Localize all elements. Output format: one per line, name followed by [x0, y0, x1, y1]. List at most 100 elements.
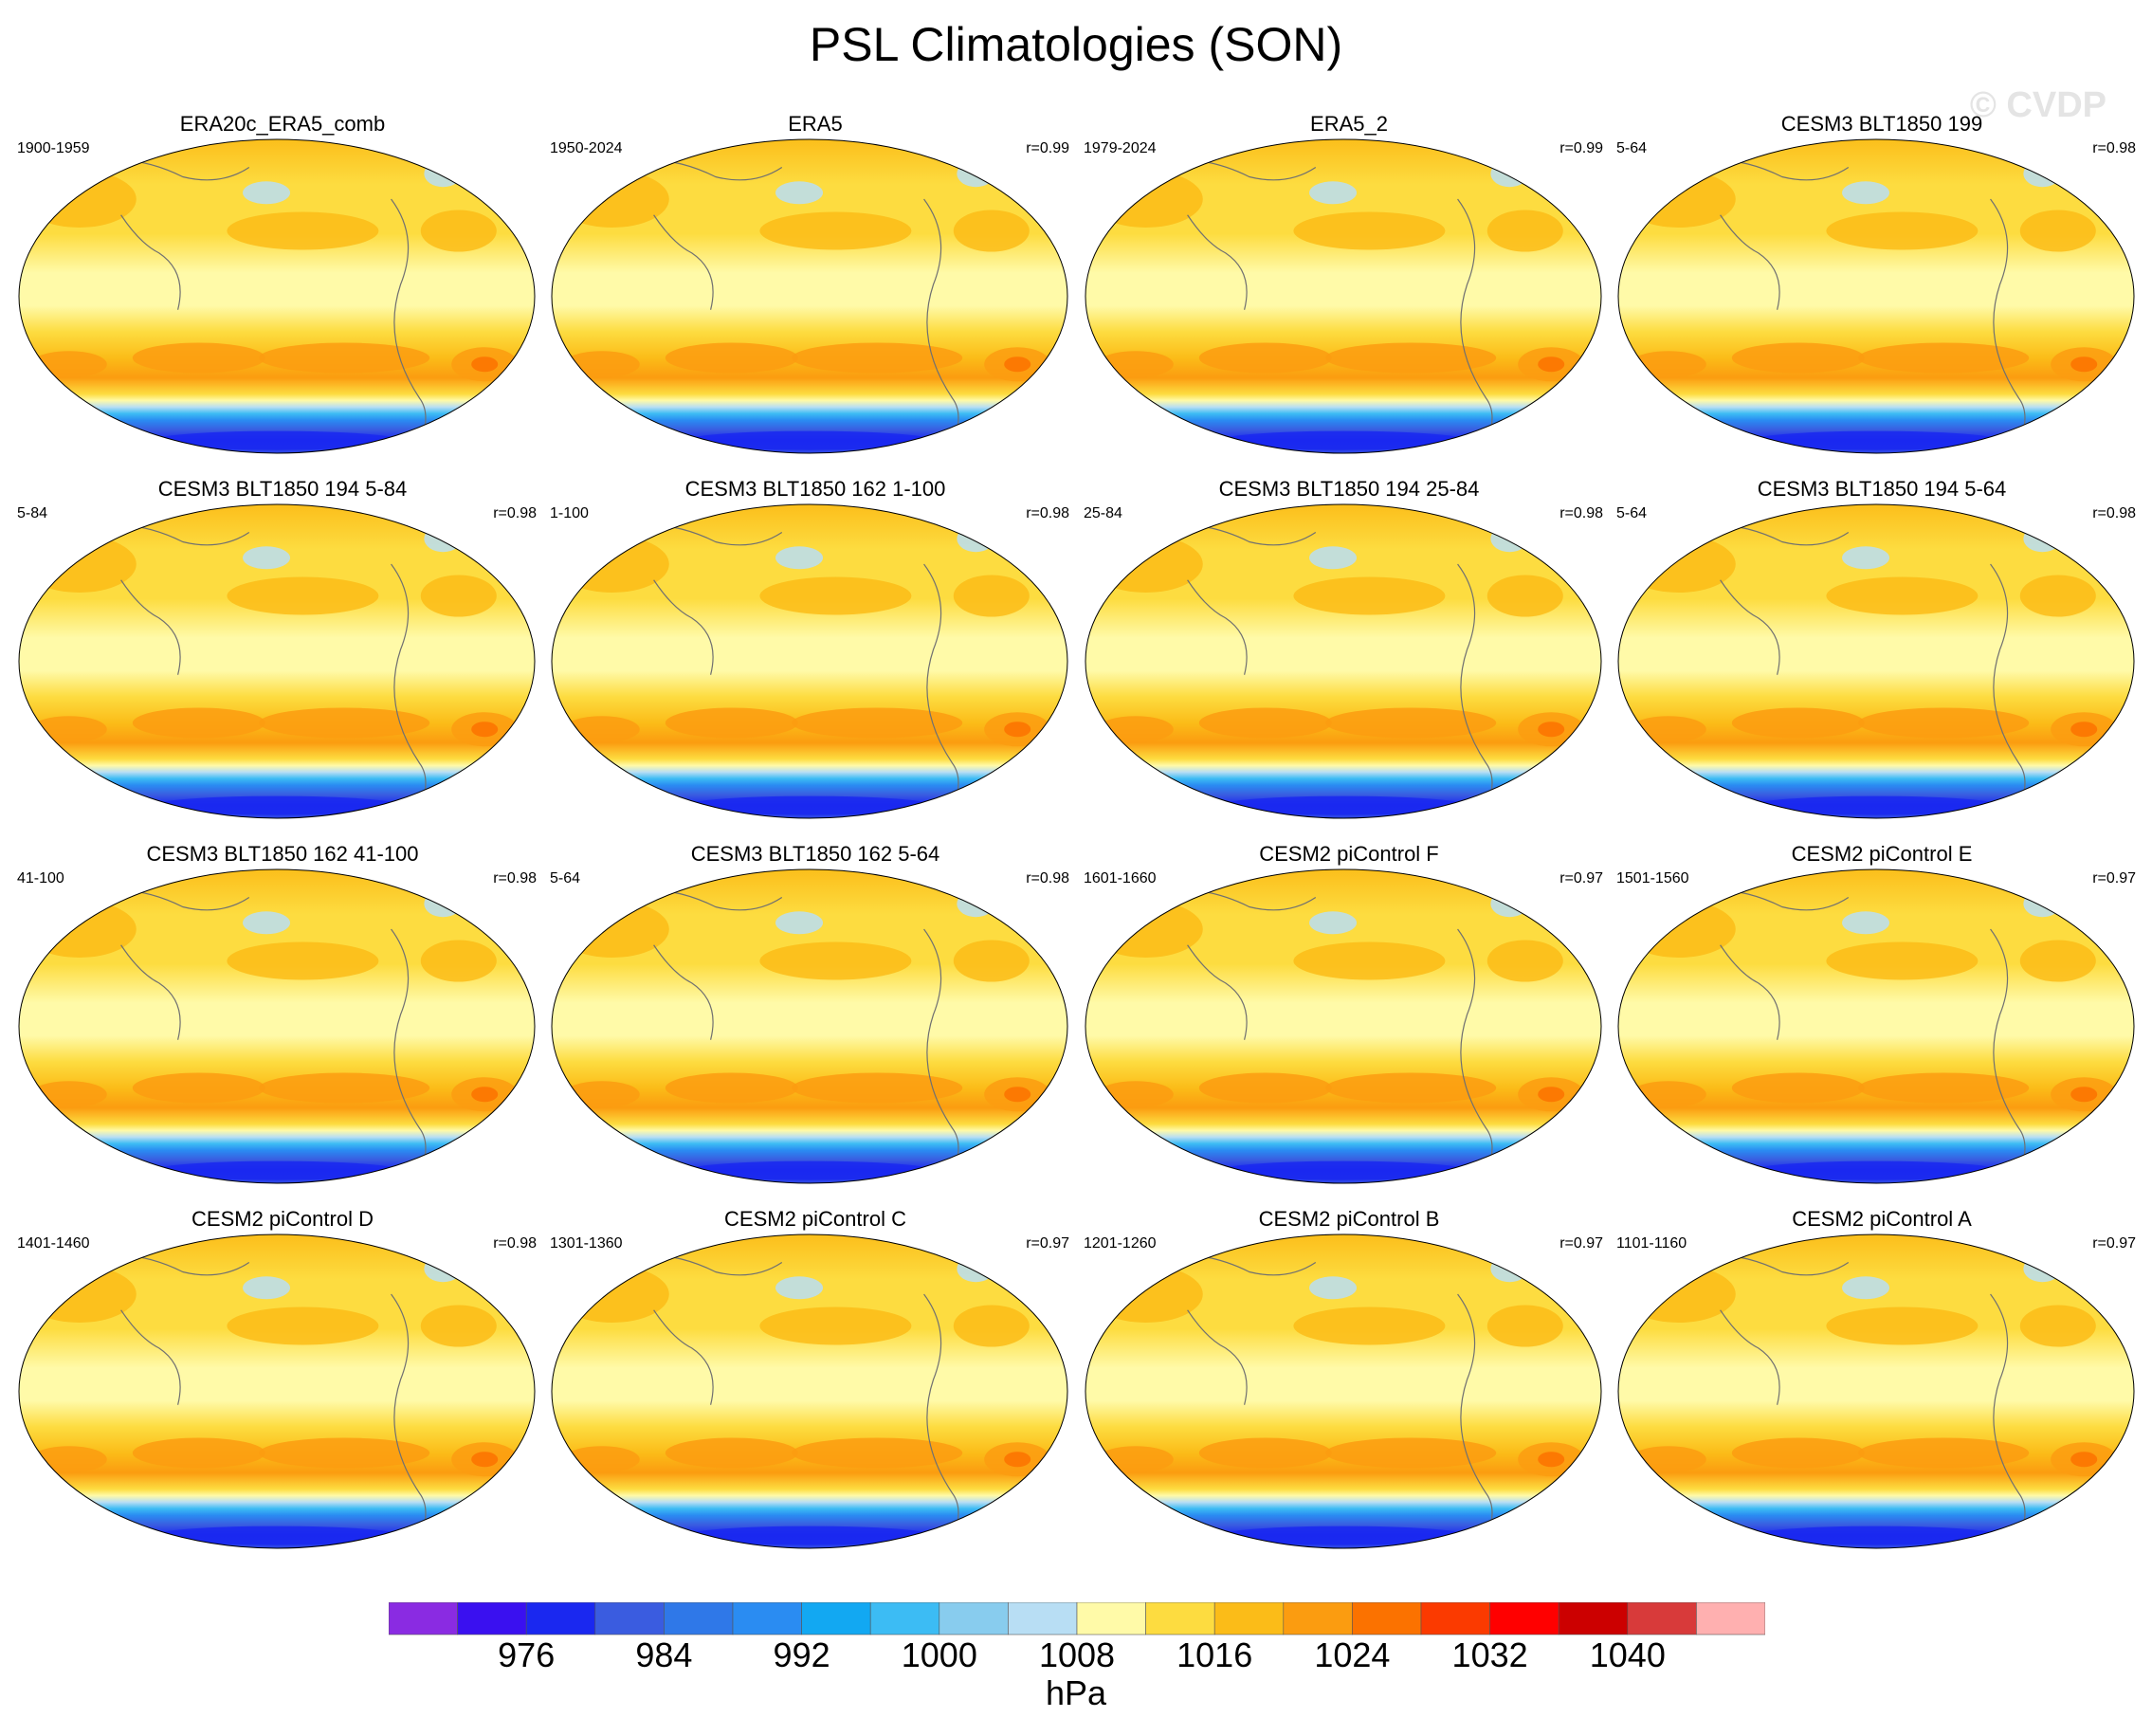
panel-years: 1601-1660 — [1084, 870, 1157, 886]
colorbar-swatch — [389, 1602, 458, 1635]
panel-title: CESM3 BLT1850 162 5-64 — [690, 842, 940, 866]
colorbar-tick-label: 1016 — [1176, 1635, 1252, 1669]
colorbar-swatch — [1008, 1602, 1078, 1635]
panel-correlation: r=0.98 — [493, 1235, 537, 1252]
colorbar-swatch — [1489, 1602, 1559, 1635]
panel-title: CESM3 BLT1850 162 41-100 — [146, 842, 419, 866]
panel-title: CESM2 piControl B — [1258, 1207, 1440, 1231]
map-plot — [1085, 868, 1602, 1184]
panel-title: ERA20c_ERA5_comb — [179, 112, 386, 136]
map-plot — [1085, 138, 1602, 454]
colorbar-unit: hPa — [1045, 1673, 1107, 1712]
map-plot — [18, 503, 536, 819]
panel-years: 1979-2024 — [1084, 140, 1157, 156]
panel-years: 1-100 — [550, 505, 589, 521]
panel-correlation: r=0.99 — [1559, 140, 1603, 156]
panel-correlation: r=0.98 — [1559, 505, 1603, 521]
colorbar-swatch — [939, 1602, 1009, 1635]
panel-correlation: r=0.98 — [2092, 140, 2136, 156]
colorbar-tick-label: 1024 — [1314, 1635, 1390, 1669]
panel-title: CESM3 BLT1850 194 5-64 — [1757, 477, 2007, 501]
map-panel: CESM2 piControl C 1301-1360 r=0.97 — [550, 1095, 1081, 1549]
map-panel: CESM3 BLT1850 194 5-84 5-84 r=0.98 — [17, 365, 548, 819]
colorbar-swatch — [1420, 1602, 1490, 1635]
panel-years: 1401-1460 — [17, 1235, 90, 1252]
panel-title: CESM2 piControl D — [191, 1207, 374, 1231]
colorbar-tick-label: 1032 — [1452, 1635, 1528, 1669]
map-panel: CESM2 piControl E 1501-1560 r=0.97 — [1616, 730, 2147, 1184]
colorbar-swatch — [801, 1602, 871, 1635]
panel-correlation: r=0.97 — [1559, 1235, 1603, 1252]
colorbar-swatch — [1558, 1602, 1629, 1635]
panel-years: 5-64 — [1616, 505, 1648, 521]
panel-title: ERA5 — [788, 112, 843, 136]
colorbar-tick-label: 976 — [498, 1635, 555, 1669]
panel-title: CESM2 piControl C — [724, 1207, 906, 1231]
panel-title: CESM3 BLT1850 199 — [1780, 112, 1983, 136]
watermark: © CVDP — [1969, 85, 2106, 125]
map-panel: CESM2 piControl B 1201-1260 r=0.97 — [1084, 1095, 1614, 1549]
map-panel: ERA5 1950-2024 r=0.99 — [550, 0, 1081, 454]
map-panel: CESM2 piControl F 1601-1660 r=0.97 — [1084, 730, 1614, 1184]
panel-years: 1101-1160 — [1616, 1235, 1687, 1252]
panel-title: CESM2 piControl E — [1791, 842, 1973, 866]
panel-correlation: r=0.98 — [1026, 870, 1069, 886]
colorbar-swatch — [457, 1602, 527, 1635]
colorbar-swatch — [1213, 1602, 1285, 1635]
colorbar-swatch — [1283, 1602, 1353, 1635]
map-panel: CESM2 piControl A 1101-1160 r=0.97 — [1616, 1095, 2147, 1549]
colorbar-tick-label: 1000 — [902, 1635, 977, 1669]
map-plot — [18, 138, 536, 454]
colorbar-swatch — [1352, 1602, 1422, 1635]
panel-title: CESM3 BLT1850 194 25-84 — [1218, 477, 1480, 501]
colorbar-swatch — [664, 1602, 734, 1635]
panel-correlation: r=0.97 — [1559, 870, 1603, 886]
colorbar-tick-label: 1008 — [1039, 1635, 1115, 1669]
panel-title: CESM3 BLT1850 162 1-100 — [684, 477, 946, 501]
map-plot — [551, 138, 1068, 454]
panel-correlation: r=0.98 — [2092, 505, 2136, 521]
map-plot — [1617, 1233, 2135, 1549]
map-panel: CESM3 BLT1850 194 5-64 5-64 r=0.98 — [1616, 365, 2147, 819]
colorbar-tick-label: 1040 — [1590, 1635, 1666, 1669]
map-plot — [551, 503, 1068, 819]
map-plot — [1617, 503, 2135, 819]
panel-correlation: r=0.98 — [1026, 505, 1069, 521]
colorbar-swatch — [1076, 1602, 1146, 1635]
panel-title: CESM2 piControl F — [1259, 842, 1439, 866]
panel-title: ERA5_2 — [1310, 112, 1388, 136]
map-plot — [18, 1233, 536, 1549]
page-title: PSL Climatologies (SON) — [809, 18, 1343, 71]
colorbar-swatch — [1696, 1602, 1765, 1635]
map-panel: ERA5_2 1979-2024 r=0.99 — [1084, 0, 1614, 454]
map-plot — [551, 868, 1068, 1184]
colorbar-tick-label: 992 — [774, 1635, 830, 1669]
map-plot — [1617, 138, 2135, 454]
colorbar: 976 984 992 1000 1008 1016 1024 1032 1040 — [389, 1602, 1765, 1669]
panel-years: 1201-1260 — [1084, 1235, 1157, 1252]
panel-title: CESM2 piControl A — [1792, 1207, 1972, 1231]
colorbar-swatch — [732, 1602, 802, 1635]
panel-correlation: r=0.98 — [493, 870, 537, 886]
panel-correlation: r=0.97 — [1026, 1235, 1069, 1252]
panel-title: CESM3 BLT1850 194 5-84 — [157, 477, 408, 501]
panel-years: 25-84 — [1084, 505, 1122, 521]
panel-correlation: r=0.98 — [493, 505, 537, 521]
map-plot — [1085, 1233, 1602, 1549]
colorbar-swatch — [594, 1602, 665, 1635]
panel-years: 1301-1360 — [550, 1235, 623, 1252]
colorbar-swatch — [525, 1602, 596, 1635]
map-plot — [1085, 503, 1602, 819]
panel-correlation: r=0.99 — [1026, 140, 1069, 156]
map-panel: CESM3 BLT1850 162 41-100 41-100 r=0.98 — [17, 730, 548, 1184]
map-panel: CESM3 BLT1850 194 25-84 25-84 r=0.98 — [1084, 365, 1614, 819]
map-plot — [551, 1233, 1068, 1549]
map-panel: CESM3 BLT1850 162 1-100 1-100 r=0.98 — [550, 365, 1081, 819]
panel-correlation: r=0.97 — [2092, 870, 2136, 886]
map-panel: CESM3 BLT1850 199 5-64 r=0.98 — [1616, 0, 2147, 454]
panel-years: 1950-2024 — [550, 140, 623, 156]
panel-correlation: r=0.97 — [2092, 1235, 2136, 1252]
map-panel: CESM3 BLT1850 162 5-64 5-64 r=0.98 — [550, 730, 1081, 1184]
panel-years: 5-64 — [550, 870, 581, 886]
map-panel: CESM2 piControl D 1401-1460 r=0.98 — [17, 1095, 548, 1549]
